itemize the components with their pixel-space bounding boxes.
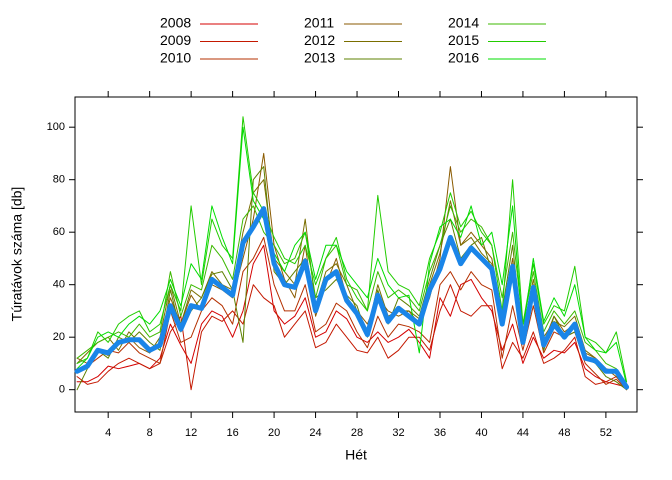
legend-label: 2008 [160, 15, 191, 31]
y-axis-label: Túratávok száma [db] [9, 187, 25, 322]
year-line [76, 205, 628, 385]
year-line [76, 236, 628, 391]
legend-label: 2015 [448, 32, 479, 48]
x-tick-label: 32 [392, 427, 404, 439]
year-line [76, 116, 628, 383]
year-line [76, 244, 628, 388]
year-line [76, 284, 628, 391]
x-axis-label: Hét [345, 447, 367, 463]
legend-label: 2013 [304, 50, 335, 66]
y-tick-label: 100 [47, 121, 65, 133]
legend-label: 2014 [448, 15, 479, 31]
y-tick-label: 80 [53, 174, 65, 186]
x-tick-label: 52 [600, 427, 612, 439]
x-tick-label: 48 [558, 427, 570, 439]
legend-label: 2016 [448, 50, 479, 66]
year-line [76, 179, 628, 385]
y-tick-label: 0 [59, 384, 65, 396]
year-line [76, 126, 628, 385]
plot-frame [74, 96, 638, 413]
x-tick-label: 28 [351, 427, 363, 439]
y-tick-label: 20 [53, 331, 65, 343]
x-tick-label: 16 [226, 427, 238, 439]
x-tick-label: 4 [105, 427, 111, 439]
x-tick-label: 40 [475, 427, 487, 439]
legend-label: 2010 [160, 50, 191, 66]
legend-label: 2009 [160, 32, 191, 48]
x-tick-label: 8 [147, 427, 153, 439]
legend-label: 2011 [304, 15, 334, 31]
x-tick-label: 12 [185, 427, 197, 439]
x-tick-label: 20 [268, 427, 280, 439]
x-tick-label: 36 [434, 427, 446, 439]
y-tick-label: 40 [53, 279, 65, 291]
mean-line [74, 206, 630, 390]
y-tick-label: 60 [53, 226, 65, 238]
x-tick-label: 24 [309, 427, 321, 439]
x-tick-label: 44 [517, 427, 529, 439]
legend-label: 2012 [304, 32, 335, 48]
